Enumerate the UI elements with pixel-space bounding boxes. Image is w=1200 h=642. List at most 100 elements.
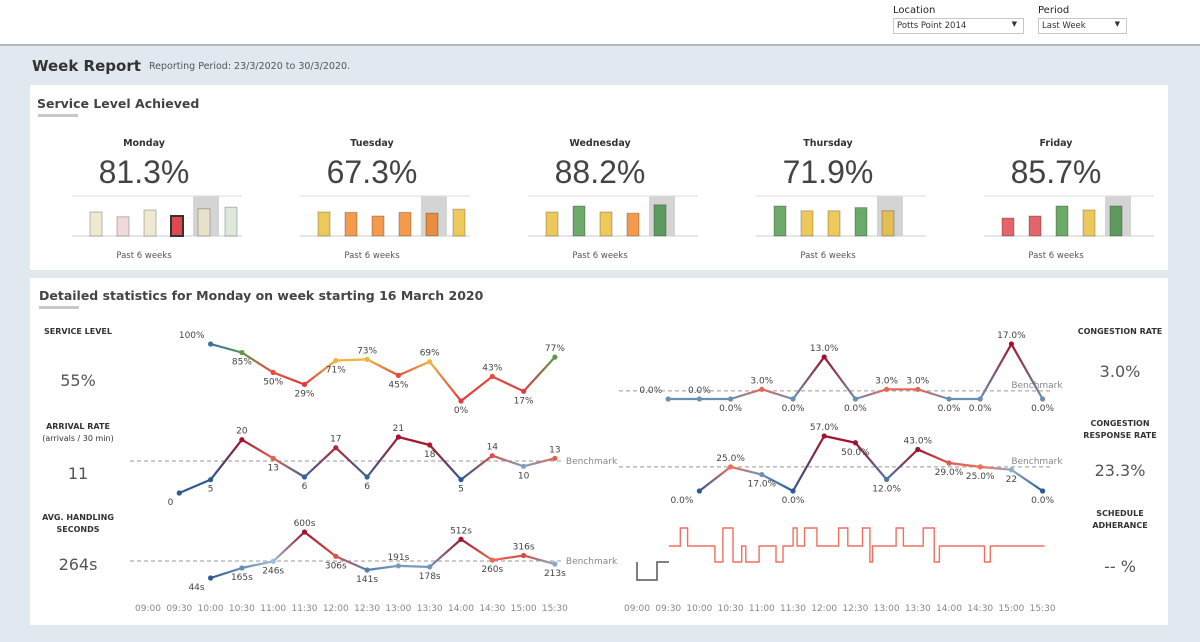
data-point[interactable] bbox=[521, 463, 527, 469]
week-bar[interactable] bbox=[572, 205, 586, 237]
data-point[interactable] bbox=[946, 460, 952, 466]
data-point[interactable] bbox=[915, 446, 921, 453]
data-point[interactable] bbox=[759, 386, 765, 392]
data-point[interactable] bbox=[333, 445, 339, 451]
week-bar[interactable] bbox=[116, 216, 130, 237]
data-point[interactable] bbox=[208, 575, 214, 581]
data-point[interactable] bbox=[270, 455, 276, 461]
week-bar[interactable] bbox=[398, 211, 412, 237]
data-point[interactable] bbox=[884, 386, 890, 392]
data-point[interactable] bbox=[728, 464, 734, 470]
data-point[interactable] bbox=[208, 341, 214, 347]
data-point[interactable] bbox=[1008, 341, 1015, 347]
data-point[interactable] bbox=[427, 442, 433, 448]
week-bar[interactable] bbox=[224, 206, 238, 237]
data-point[interactable] bbox=[427, 359, 433, 365]
week-bar[interactable] bbox=[854, 207, 868, 237]
data-point[interactable] bbox=[239, 565, 245, 571]
data-point[interactable] bbox=[1040, 396, 1046, 402]
week-bar[interactable] bbox=[425, 212, 439, 237]
week-bar[interactable] bbox=[344, 211, 358, 237]
line-segment bbox=[917, 448, 950, 465]
data-point[interactable] bbox=[364, 567, 370, 573]
data-point[interactable] bbox=[458, 398, 464, 404]
week-bar[interactable] bbox=[800, 210, 814, 237]
week-bar[interactable] bbox=[170, 215, 184, 237]
week-bar[interactable] bbox=[545, 211, 559, 237]
data-point[interactable] bbox=[301, 529, 308, 535]
data-point[interactable] bbox=[270, 369, 276, 376]
data-point[interactable] bbox=[884, 476, 890, 483]
week-bar[interactable] bbox=[1109, 205, 1123, 237]
data-point[interactable] bbox=[790, 488, 796, 494]
data-point[interactable] bbox=[458, 477, 464, 483]
data-point[interactable] bbox=[489, 453, 495, 459]
data-point[interactable] bbox=[696, 396, 703, 402]
period-dropdown[interactable]: Last Week ▼ bbox=[1038, 18, 1127, 34]
data-point[interactable] bbox=[552, 354, 558, 360]
week-bar[interactable] bbox=[881, 210, 895, 237]
data-label: 13 bbox=[549, 445, 560, 455]
data-point[interactable] bbox=[427, 564, 433, 570]
data-point[interactable] bbox=[208, 477, 214, 483]
week-bar[interactable] bbox=[143, 209, 157, 237]
week-bar[interactable] bbox=[1082, 209, 1096, 237]
data-point[interactable] bbox=[333, 553, 339, 559]
data-point[interactable] bbox=[301, 474, 308, 480]
week-bar[interactable] bbox=[89, 211, 103, 237]
x-tick-label: 13:00 bbox=[874, 604, 900, 614]
data-label: 306s bbox=[325, 561, 347, 571]
data-point[interactable] bbox=[759, 471, 765, 478]
week-bar[interactable] bbox=[827, 210, 841, 237]
data-point[interactable] bbox=[977, 464, 983, 470]
data-point[interactable] bbox=[821, 354, 827, 360]
data-point[interactable] bbox=[395, 434, 401, 440]
week-bar[interactable] bbox=[626, 212, 640, 237]
week-bar[interactable] bbox=[452, 208, 466, 237]
data-point[interactable] bbox=[1040, 488, 1046, 494]
week-bar[interactable] bbox=[371, 215, 385, 237]
data-point[interactable] bbox=[364, 474, 370, 480]
week-bar[interactable] bbox=[653, 204, 667, 237]
past-weeks-bar-chart bbox=[756, 195, 926, 237]
week-bar[interactable] bbox=[773, 205, 787, 237]
week-bar[interactable] bbox=[317, 211, 331, 237]
data-point[interactable] bbox=[333, 357, 339, 364]
data-point[interactable] bbox=[239, 437, 245, 443]
data-point[interactable] bbox=[552, 455, 558, 461]
panel-title: Detailed statistics for Monday on week s… bbox=[39, 288, 484, 303]
data-point[interactable] bbox=[270, 558, 276, 564]
week-bar[interactable] bbox=[197, 208, 211, 237]
data-point[interactable] bbox=[1008, 467, 1015, 473]
data-point[interactable] bbox=[728, 396, 734, 402]
line-segment bbox=[366, 436, 400, 478]
data-point[interactable] bbox=[521, 552, 527, 559]
week-bar[interactable] bbox=[1001, 217, 1015, 237]
data-point[interactable] bbox=[176, 490, 182, 496]
data-point[interactable] bbox=[946, 396, 952, 402]
data-point[interactable] bbox=[458, 536, 464, 542]
data-point[interactable] bbox=[489, 373, 495, 380]
week-bar[interactable] bbox=[1028, 215, 1042, 237]
data-point[interactable] bbox=[301, 381, 308, 388]
data-point[interactable] bbox=[790, 396, 796, 402]
data-point[interactable] bbox=[852, 440, 859, 446]
data-point[interactable] bbox=[239, 349, 245, 356]
line-segment bbox=[522, 356, 556, 393]
data-point[interactable] bbox=[977, 396, 983, 402]
data-label: 25.0% bbox=[966, 472, 995, 482]
data-point[interactable] bbox=[364, 356, 370, 362]
data-point[interactable] bbox=[395, 372, 401, 378]
data-point[interactable] bbox=[665, 396, 671, 402]
data-point[interactable] bbox=[915, 386, 921, 392]
data-point[interactable] bbox=[395, 563, 401, 569]
location-dropdown[interactable]: Potts Point 2014 ▼ bbox=[893, 18, 1024, 34]
week-bar[interactable] bbox=[599, 211, 613, 237]
data-point[interactable] bbox=[821, 433, 827, 439]
data-point[interactable] bbox=[852, 396, 859, 402]
data-point[interactable] bbox=[489, 557, 495, 563]
week-bar[interactable] bbox=[1055, 205, 1069, 237]
data-point[interactable] bbox=[696, 488, 703, 494]
data-point[interactable] bbox=[521, 388, 527, 394]
data-point[interactable] bbox=[552, 561, 558, 567]
